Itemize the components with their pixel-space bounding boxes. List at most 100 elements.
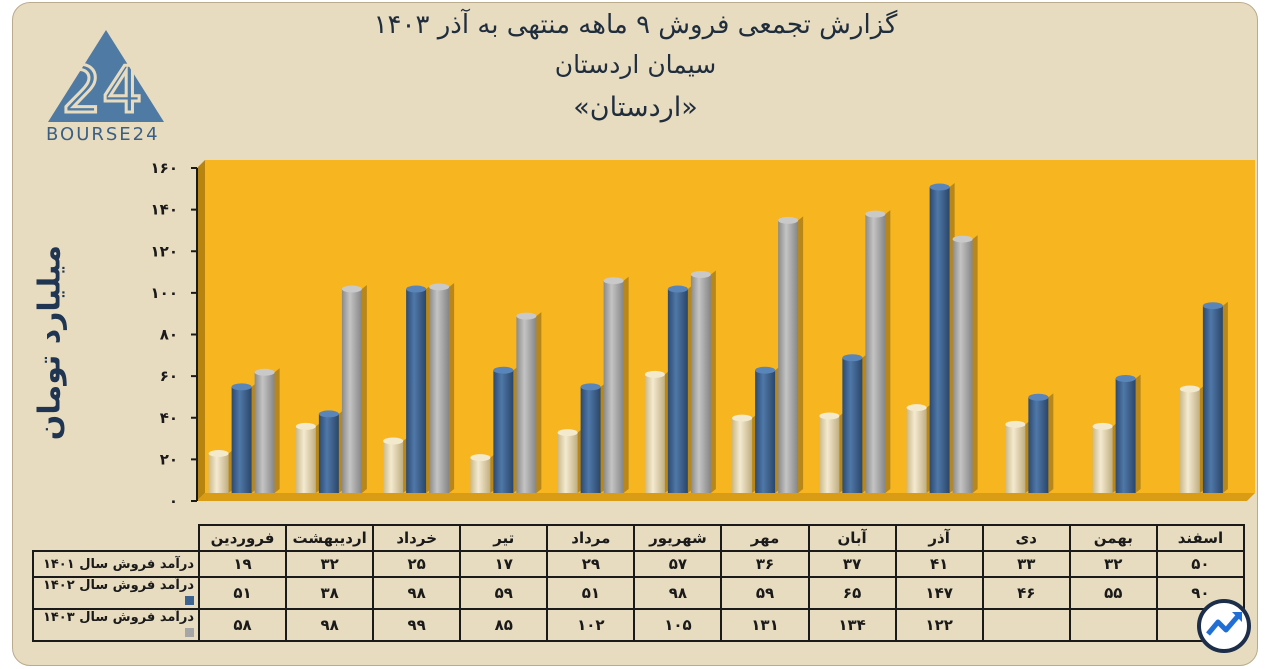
trend-arrow-icon <box>1197 599 1251 653</box>
bar-1402 <box>755 366 781 493</box>
bar-1403 <box>952 235 978 493</box>
bar-1402 <box>580 382 606 493</box>
table-corner <box>33 525 200 552</box>
data-label: ۱۳۴ <box>807 608 897 642</box>
y-tick-label: ۲۰ <box>160 450 178 468</box>
bar-body <box>603 280 624 493</box>
y-tick-label: ۴۰ <box>160 409 178 427</box>
bar-top <box>732 414 753 422</box>
data-label: ۱۹ <box>197 550 288 578</box>
data-label: ۲۵ <box>372 550 462 578</box>
bourse24-logo-icon: 24 <box>48 30 164 130</box>
bar-1403 <box>690 270 716 493</box>
bar-top <box>516 312 537 320</box>
data-label: ۵۷ <box>633 550 723 578</box>
bar-top <box>341 285 362 293</box>
plot-area <box>205 160 1255 493</box>
data-label: ۲۹ <box>546 550 636 578</box>
data-label: ۴۶ <box>981 576 1071 610</box>
bar-body <box>406 289 427 493</box>
data-label: ۵۹ <box>720 576 810 610</box>
legend-swatch-1402 <box>185 596 194 605</box>
bar-top <box>429 283 450 291</box>
table-row: درآمد فروش سال ۱۴۰۱ ۱۹ ۳۲ ۲۵ ۱۷ ۲۹ ۵۷ ۳۶ ۳۷ ۴۱ ۳۳… <box>32 550 1246 578</box>
category-header: فروردین <box>197 524 288 552</box>
bar-top <box>254 368 275 376</box>
bar-top <box>1115 375 1136 383</box>
bar-body <box>231 386 252 493</box>
category-header: بهمن <box>1068 524 1158 552</box>
data-label: ۹۸ <box>285 608 375 642</box>
bar-body <box>1115 378 1136 493</box>
bar-top <box>1179 385 1200 393</box>
bar-1401 <box>1092 422 1118 493</box>
bar-1402 <box>493 366 519 493</box>
data-label: ۹۹ <box>372 608 462 642</box>
bar-top <box>493 366 514 374</box>
bar-shade <box>536 312 542 493</box>
logo-text: BOURSE24 <box>46 124 160 145</box>
bar-top <box>842 354 863 362</box>
data-label: ۵۱ <box>546 576 636 610</box>
chart-symbol: «اردستان» <box>573 92 698 123</box>
plot-side-wall <box>197 160 205 501</box>
table-row: درآمد فروش سال ۱۴۰۳ ۵۸ ۹۸ ۹۹ ۸۵ ۱۰۲ ۱۰۵ ۱۳۱ ۱۳۴… <box>32 608 1246 642</box>
bar-top <box>1202 302 1223 310</box>
bar-1401 <box>732 414 758 493</box>
table-row: درآمد فروش سال ۱۴۰۲ ۵۱ ۳۸ ۹۸ ۵۹ ۵۱ ۹۸ ۵۹ ۶۵ ۱۴۷ ۴… <box>32 576 1246 610</box>
data-label: ۱۳۱ <box>720 608 810 642</box>
bar-body <box>493 370 514 493</box>
bar-1401 <box>1005 420 1031 493</box>
data-label: ۳۶ <box>720 550 810 578</box>
series-label-1403: درآمد فروش سال ۱۴۰۳ <box>32 608 200 642</box>
bar-body <box>929 187 950 493</box>
bar-top <box>667 285 688 293</box>
category-header: دی <box>981 524 1071 552</box>
bar-1402 <box>929 183 955 493</box>
bar-body <box>755 370 776 493</box>
category-header: آبان <box>807 524 897 552</box>
bar-body <box>1202 305 1223 493</box>
bar-top <box>778 216 799 224</box>
category-header: شهریور <box>633 524 723 552</box>
bar-body <box>732 418 753 493</box>
bar-body <box>295 426 316 493</box>
bar-body <box>516 316 537 493</box>
bar-1401 <box>906 403 932 493</box>
bar-top <box>1005 420 1026 428</box>
bar-top <box>208 449 229 457</box>
bar-body <box>842 357 863 493</box>
y-tick-label: ۶۰ <box>160 367 178 385</box>
bar-body <box>341 289 362 493</box>
bar-top <box>580 383 601 391</box>
bar-shade <box>623 276 629 493</box>
bar-top <box>318 410 339 418</box>
bar-1401 <box>208 449 234 493</box>
plot-floor <box>197 493 1255 501</box>
bar-shade <box>710 270 716 493</box>
bar-top <box>644 370 665 378</box>
series-label-1402: درآمد فروش سال ۱۴۰۲ <box>32 576 200 610</box>
bar-1403 <box>516 312 542 493</box>
category-header: مرداد <box>546 524 636 552</box>
bar-top <box>952 235 973 243</box>
bar-body <box>1092 426 1113 493</box>
bar-top <box>406 285 427 293</box>
bar-body <box>557 432 578 493</box>
bar-body <box>865 214 886 494</box>
bar-shade <box>798 216 804 493</box>
bar-top <box>557 429 578 437</box>
bar-1401 <box>557 428 583 493</box>
data-label: ۵۱ <box>197 576 288 610</box>
bar-1403 <box>603 276 629 493</box>
bar-shade <box>972 235 978 493</box>
category-header: مهر <box>720 524 810 552</box>
chart-title: گزارش تجمعی فروش ۹ ماهه منتهی به آذر ۱۴۰… <box>373 10 898 40</box>
bar-body <box>1028 397 1049 493</box>
chart-subtitle: سیمان اردستان <box>554 50 717 79</box>
data-label: ۱۷ <box>459 550 549 578</box>
bar-body <box>208 453 229 493</box>
bar-body <box>1005 424 1026 493</box>
category-header: اردیبهشت <box>285 524 375 552</box>
